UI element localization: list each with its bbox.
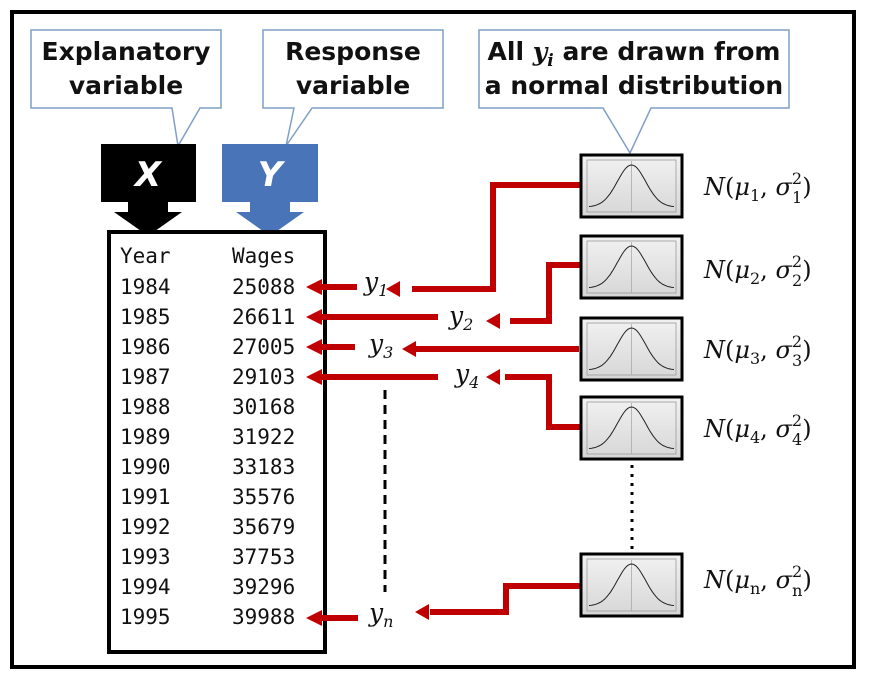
table-row-wages: 27005 (232, 335, 295, 359)
normal-curve-panel-2 (579, 234, 684, 300)
response-callout: Response variable (262, 29, 444, 147)
sample-labels: y1 y2 y3 y4 yn (363, 267, 479, 631)
sample-y1: y1 (363, 267, 388, 300)
y-arrow: Y (222, 144, 318, 236)
dist-label-2: N(μ2, σ2 2) (703, 252, 812, 290)
table-row-wages: 39296 (232, 575, 295, 599)
normal-callout: All yi are drawn from a normal distribut… (478, 29, 790, 155)
normal-curve-panel-4 (579, 395, 684, 461)
table-row-year: 1994 (120, 575, 171, 599)
explanatory-callout: Explanatory variable (30, 29, 222, 149)
dist-label-1: N(μ1, σ2 1) (703, 169, 812, 207)
explanatory-line2: variable (69, 71, 183, 100)
table-row-year: 1995 (120, 605, 171, 629)
connector-1 (412, 182, 582, 292)
normal-curve-panel-5 (579, 552, 684, 618)
y-label: Y (258, 155, 286, 195)
arrowheads (306, 279, 500, 626)
table-row-wages: 30168 (232, 395, 295, 419)
explanatory-line1: Explanatory (42, 37, 211, 66)
table-row-wages: 29103 (232, 365, 295, 389)
table-row-wages: 25088 (232, 275, 295, 299)
table-row-wages: 35679 (232, 515, 295, 539)
table-row-year: 1986 (120, 335, 171, 359)
table-row-year: 1992 (120, 515, 171, 539)
response-line1: Response (285, 37, 421, 66)
normal-line1: All yi are drawn from (488, 37, 781, 71)
distribution-labels: N(μ1, σ2 1) N(μ2, σ2 2) N(μ3, σ2 3) N(μ4, σ… (703, 169, 812, 600)
x-label: X (133, 155, 163, 195)
table-row-year: 1993 (120, 545, 171, 569)
x-arrow: X (101, 144, 196, 236)
table-row-year: 1991 (120, 485, 171, 509)
table-row-year: 1989 (120, 425, 171, 449)
dist-label-3: N(μ3, σ2 3) (703, 332, 812, 370)
connectors (322, 182, 582, 621)
connector-4 (505, 374, 582, 430)
sample-y2: y2 (448, 301, 473, 334)
table-row-wages: 39988 (232, 605, 295, 629)
dist-label-n: N(μn, σ2 n) (703, 562, 812, 600)
table-row-year: 1988 (120, 395, 171, 419)
table-row-year: 1990 (120, 455, 171, 479)
sample-yn: yn (368, 598, 393, 631)
connector-2 (510, 262, 582, 324)
table-row-year: 1985 (120, 305, 171, 329)
table-row-wages: 37753 (232, 545, 295, 569)
response-line2: variable (296, 71, 410, 100)
table-row-wages: 35576 (232, 485, 295, 509)
header-year: Year (120, 244, 171, 268)
table-row-wages: 33183 (232, 455, 295, 479)
table-row-year: 1987 (120, 365, 171, 389)
normal-line2: a normal distribution (485, 71, 783, 100)
distribution-panels (579, 153, 684, 618)
sample-y3: y3 (368, 329, 393, 362)
table-rows: 1984 25088 1985 26611 1986 27005 1987 29103 1988… (120, 275, 295, 629)
normal-curve-panel-1 (579, 153, 684, 219)
normal-curve-panel-3 (579, 316, 684, 382)
dist-label-4: N(μ4, σ2 4) (703, 411, 812, 449)
sample-y4: y4 (454, 359, 479, 392)
table-row-wages: 31922 (232, 425, 295, 449)
table-row-year: 1984 (120, 275, 171, 299)
connector-n (430, 583, 581, 615)
table-row-wages: 26611 (232, 305, 295, 329)
header-wages: Wages (232, 244, 295, 268)
